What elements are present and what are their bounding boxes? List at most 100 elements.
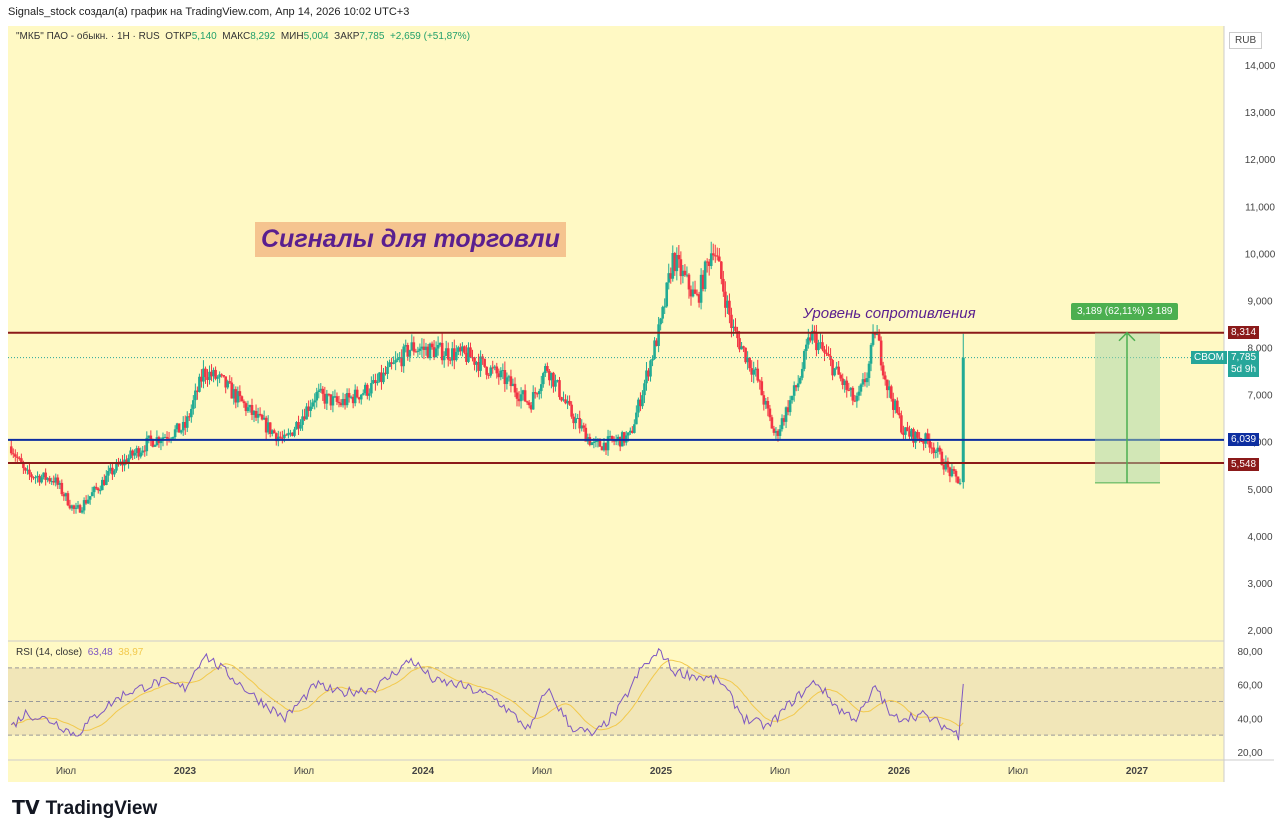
candle-body xyxy=(804,344,808,351)
candle-body xyxy=(912,429,915,443)
candle-body xyxy=(697,294,701,303)
candle-body xyxy=(798,377,802,384)
candle-body xyxy=(111,467,114,475)
candle-body xyxy=(572,416,575,424)
candle-body xyxy=(386,366,389,374)
candle-body xyxy=(885,379,889,391)
candle-body xyxy=(659,318,662,325)
candle-body xyxy=(143,450,147,452)
candle-body xyxy=(325,393,329,404)
candle-body xyxy=(869,344,873,364)
candle-body xyxy=(153,445,157,447)
candle-body xyxy=(566,400,569,404)
candle-body xyxy=(711,253,715,256)
candle-body xyxy=(707,261,711,267)
rsi-tick-label: 40,00 xyxy=(1237,714,1262,725)
candle-body xyxy=(135,448,138,453)
candle-body xyxy=(467,347,470,362)
candle-body xyxy=(192,400,195,409)
candle-body xyxy=(335,396,339,402)
candle-body xyxy=(505,377,509,385)
candle-body xyxy=(815,333,818,351)
candle-body xyxy=(400,357,403,367)
candle-body xyxy=(821,342,824,350)
candle-body xyxy=(643,383,646,396)
candle-body xyxy=(531,392,535,410)
plot-background xyxy=(8,26,1224,782)
candle-body xyxy=(537,391,541,395)
candle-body xyxy=(50,481,54,483)
measure-arrowhead xyxy=(1118,331,1136,342)
candle-body xyxy=(368,393,371,396)
candle-body xyxy=(293,429,296,436)
candle-body xyxy=(754,368,758,371)
y-tick-label: 8,000 xyxy=(1247,344,1272,355)
candle-body xyxy=(922,440,925,444)
candle-body xyxy=(596,440,600,442)
candle-body xyxy=(343,398,347,406)
candle-body xyxy=(859,384,863,392)
candle-body xyxy=(515,392,519,399)
high-label: МАКС xyxy=(222,31,251,42)
level-tag-5548: 5,548 xyxy=(1228,458,1260,471)
candle-body xyxy=(60,482,64,495)
candle-body xyxy=(64,493,68,497)
candle-body xyxy=(70,505,74,509)
candle-body xyxy=(693,289,697,294)
banner-text: Сигналы для торговли xyxy=(255,222,566,257)
y-tick-label: 12,000 xyxy=(1245,155,1276,166)
candle-body xyxy=(461,346,464,352)
candle-body xyxy=(584,427,588,442)
candle-body xyxy=(946,461,950,468)
tv-logo-icon: 𝗧𝗩 xyxy=(12,798,40,819)
candle-body xyxy=(546,366,549,371)
candle-body xyxy=(809,337,812,341)
candle-body xyxy=(113,470,116,475)
candle-body xyxy=(390,362,393,364)
candle-body xyxy=(210,371,213,377)
candle-body xyxy=(366,384,369,396)
candle-body xyxy=(823,349,826,353)
candle-body xyxy=(827,353,830,356)
candle-body xyxy=(521,390,525,395)
candle-body xyxy=(485,366,488,375)
y-tick-label: 9,000 xyxy=(1247,296,1272,307)
candle-body xyxy=(683,270,687,275)
candle-body xyxy=(477,362,480,371)
candle-body xyxy=(92,486,96,493)
tradingview-logo[interactable]: 𝗧𝗩 TradingView xyxy=(12,797,157,820)
candle-body xyxy=(776,430,780,436)
candle-body xyxy=(236,391,240,403)
candle-body xyxy=(303,416,306,420)
candle-body xyxy=(242,401,246,404)
candle-body xyxy=(24,468,27,471)
candle-body xyxy=(736,330,739,339)
candle-body xyxy=(374,380,377,384)
candle-body xyxy=(681,270,685,277)
candle-body xyxy=(313,400,317,403)
candle-body xyxy=(910,429,913,437)
candle-body xyxy=(677,255,681,260)
candle-body xyxy=(768,408,772,418)
candle-body xyxy=(212,369,215,377)
candle-body xyxy=(200,376,203,382)
candle-body xyxy=(550,372,553,381)
candle-body xyxy=(107,470,110,476)
candle-body xyxy=(924,433,927,444)
resistance-label: Уровень сопротивления xyxy=(803,305,976,322)
candle-body xyxy=(54,477,58,483)
candle-body xyxy=(576,418,579,420)
candle-body xyxy=(487,374,490,376)
candle-body xyxy=(428,343,432,359)
candle-body xyxy=(202,368,205,382)
candle-body xyxy=(396,358,399,361)
candle-body xyxy=(655,340,658,346)
candle-body xyxy=(796,383,800,388)
candle-body xyxy=(742,346,745,348)
currency-button[interactable]: RUB xyxy=(1229,32,1263,49)
candle-body xyxy=(78,505,82,513)
candle-body xyxy=(230,382,234,399)
candle-body xyxy=(669,273,673,279)
candle-body xyxy=(129,450,132,459)
